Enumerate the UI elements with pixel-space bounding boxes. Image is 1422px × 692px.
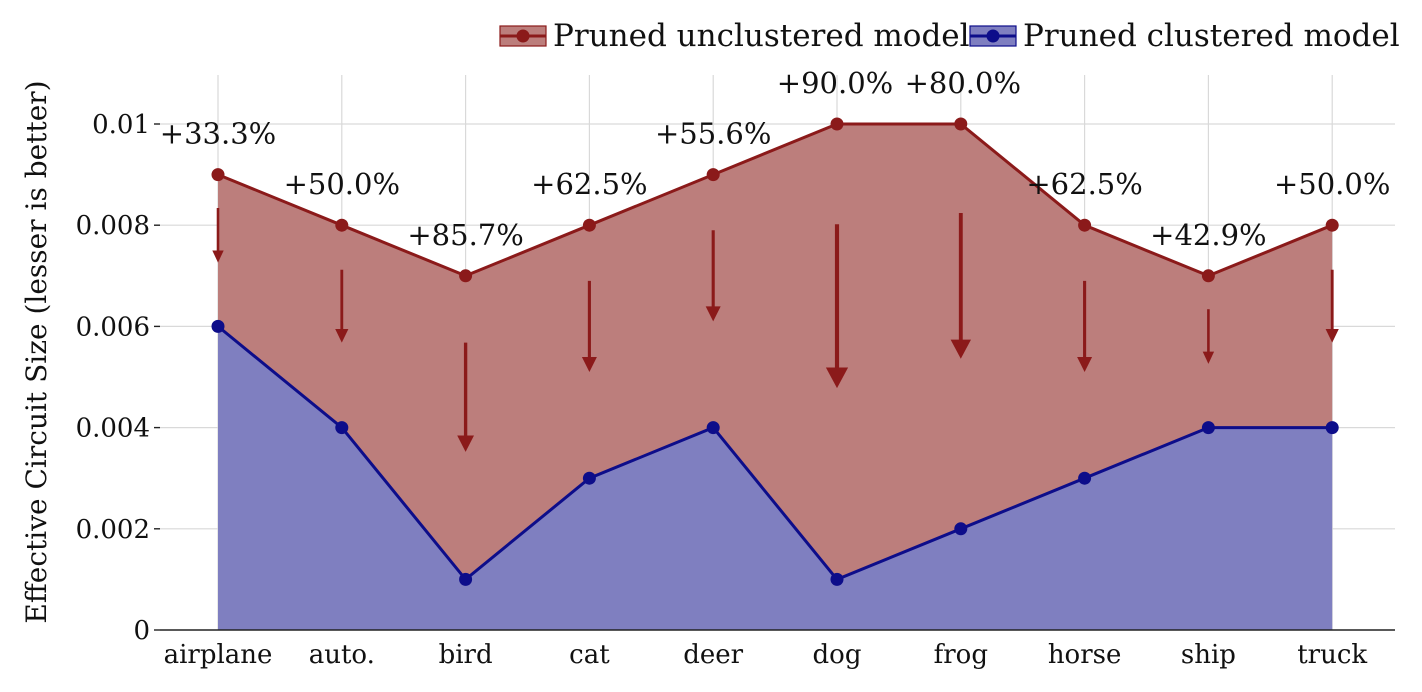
clustered-point (706, 421, 720, 435)
percent-annotation: +80.0% (905, 66, 1021, 100)
legend-label: Pruned unclustered model (553, 18, 970, 54)
unclustered-point (582, 218, 596, 232)
x-tick-label: horse (1048, 640, 1122, 670)
y-axis-label: Effective Circuit Size (lesser is better… (20, 80, 53, 623)
clustered-point (211, 319, 225, 333)
series-lines (217, 122, 1333, 582)
legend-marker (986, 29, 1000, 43)
legend: Pruned unclustered model Pruned clustered… (499, 18, 1400, 54)
axes (154, 123, 1395, 631)
legend-clustered: Pruned clustered model (969, 18, 1400, 54)
x-tick-label: bird (439, 640, 493, 670)
unclustered-area-fill (218, 124, 1333, 580)
x-tick-label: airplane (164, 640, 273, 670)
clustered-line (217, 325, 1333, 582)
clustered-point (1078, 471, 1092, 485)
x-tick-label: frog (934, 640, 988, 670)
area-fills (218, 124, 1333, 630)
reduction-arrow-head (825, 367, 849, 389)
reduction-arrows (212, 207, 1339, 452)
x-tick-label: deer (683, 640, 743, 670)
reduction-arrow-head (950, 339, 971, 359)
y-tick-label: 0.01 (92, 110, 150, 140)
clustered-point (830, 572, 844, 586)
clustered-point (954, 522, 968, 536)
reduction-arrow-head (705, 306, 721, 322)
legend-label: Pruned clustered model (1023, 18, 1400, 54)
reduction-arrow-head (1202, 351, 1215, 364)
reduction-arrow-head (457, 435, 474, 452)
y-tick-label: 0.008 (76, 211, 150, 241)
unclustered-point (211, 168, 225, 182)
percent-annotation: +90.0% (777, 66, 893, 100)
clustered-area-fill (218, 326, 1333, 630)
y-tick-label: 0 (133, 616, 150, 646)
legend-unclustered: Pruned unclustered model (499, 18, 970, 54)
x-tick-label: auto. (309, 640, 375, 670)
clustered-point (335, 421, 349, 435)
reduction-arrow-head (335, 328, 349, 343)
x-tick-label: ship (1181, 640, 1236, 670)
y-tick-label: 0.002 (76, 515, 150, 545)
percent-annotation: +42.9% (1150, 218, 1266, 252)
reduction-arrow-head (1077, 356, 1093, 372)
percent-annotation: +50.0% (284, 167, 400, 201)
legend-marker (516, 29, 530, 43)
clustered-point (1201, 421, 1215, 435)
unclustered-point (954, 117, 968, 131)
percent-annotation: +50.0% (1274, 167, 1390, 201)
reduction-arrow-head (581, 356, 597, 372)
unclustered-point (335, 218, 349, 232)
x-tick-label: cat (569, 640, 610, 670)
clustered-point (582, 471, 596, 485)
percent-annotation: +62.5% (1026, 167, 1142, 201)
unclustered-point (1078, 218, 1092, 232)
reduction-arrow-head (1325, 328, 1339, 343)
x-tick-label: dog (813, 640, 862, 670)
x-tick-label: truck (1297, 640, 1367, 670)
unclustered-point (459, 269, 473, 283)
unclustered-point (706, 168, 720, 182)
y-tick-label: 0.004 (76, 414, 150, 444)
reduction-arrow-head (212, 250, 224, 263)
unclustered-point (1201, 269, 1215, 283)
percent-annotation: +55.6% (655, 117, 771, 151)
percent-annotation: +62.5% (531, 167, 647, 201)
clustered-point (1325, 421, 1339, 435)
clustered-point (459, 572, 473, 586)
y-tick-label: 0.006 (76, 312, 150, 342)
percent-annotations: +33.3%+50.0%+85.7%+62.5%+55.6%+90.0% +80.… (160, 66, 1391, 252)
y-tick-labels: 0 0.002 0.004 0.006 0.008 0.01 (76, 110, 150, 646)
series-points (211, 117, 1339, 586)
unclustered-point (1325, 218, 1339, 232)
unclustered-line (217, 122, 1333, 278)
percent-annotation: +33.3% (160, 117, 276, 151)
unclustered-point (830, 117, 844, 131)
percent-annotation: +85.7% (407, 218, 523, 252)
x-tick-labels: airplane auto. bird cat deer dog frog horse ship… (164, 640, 1368, 670)
